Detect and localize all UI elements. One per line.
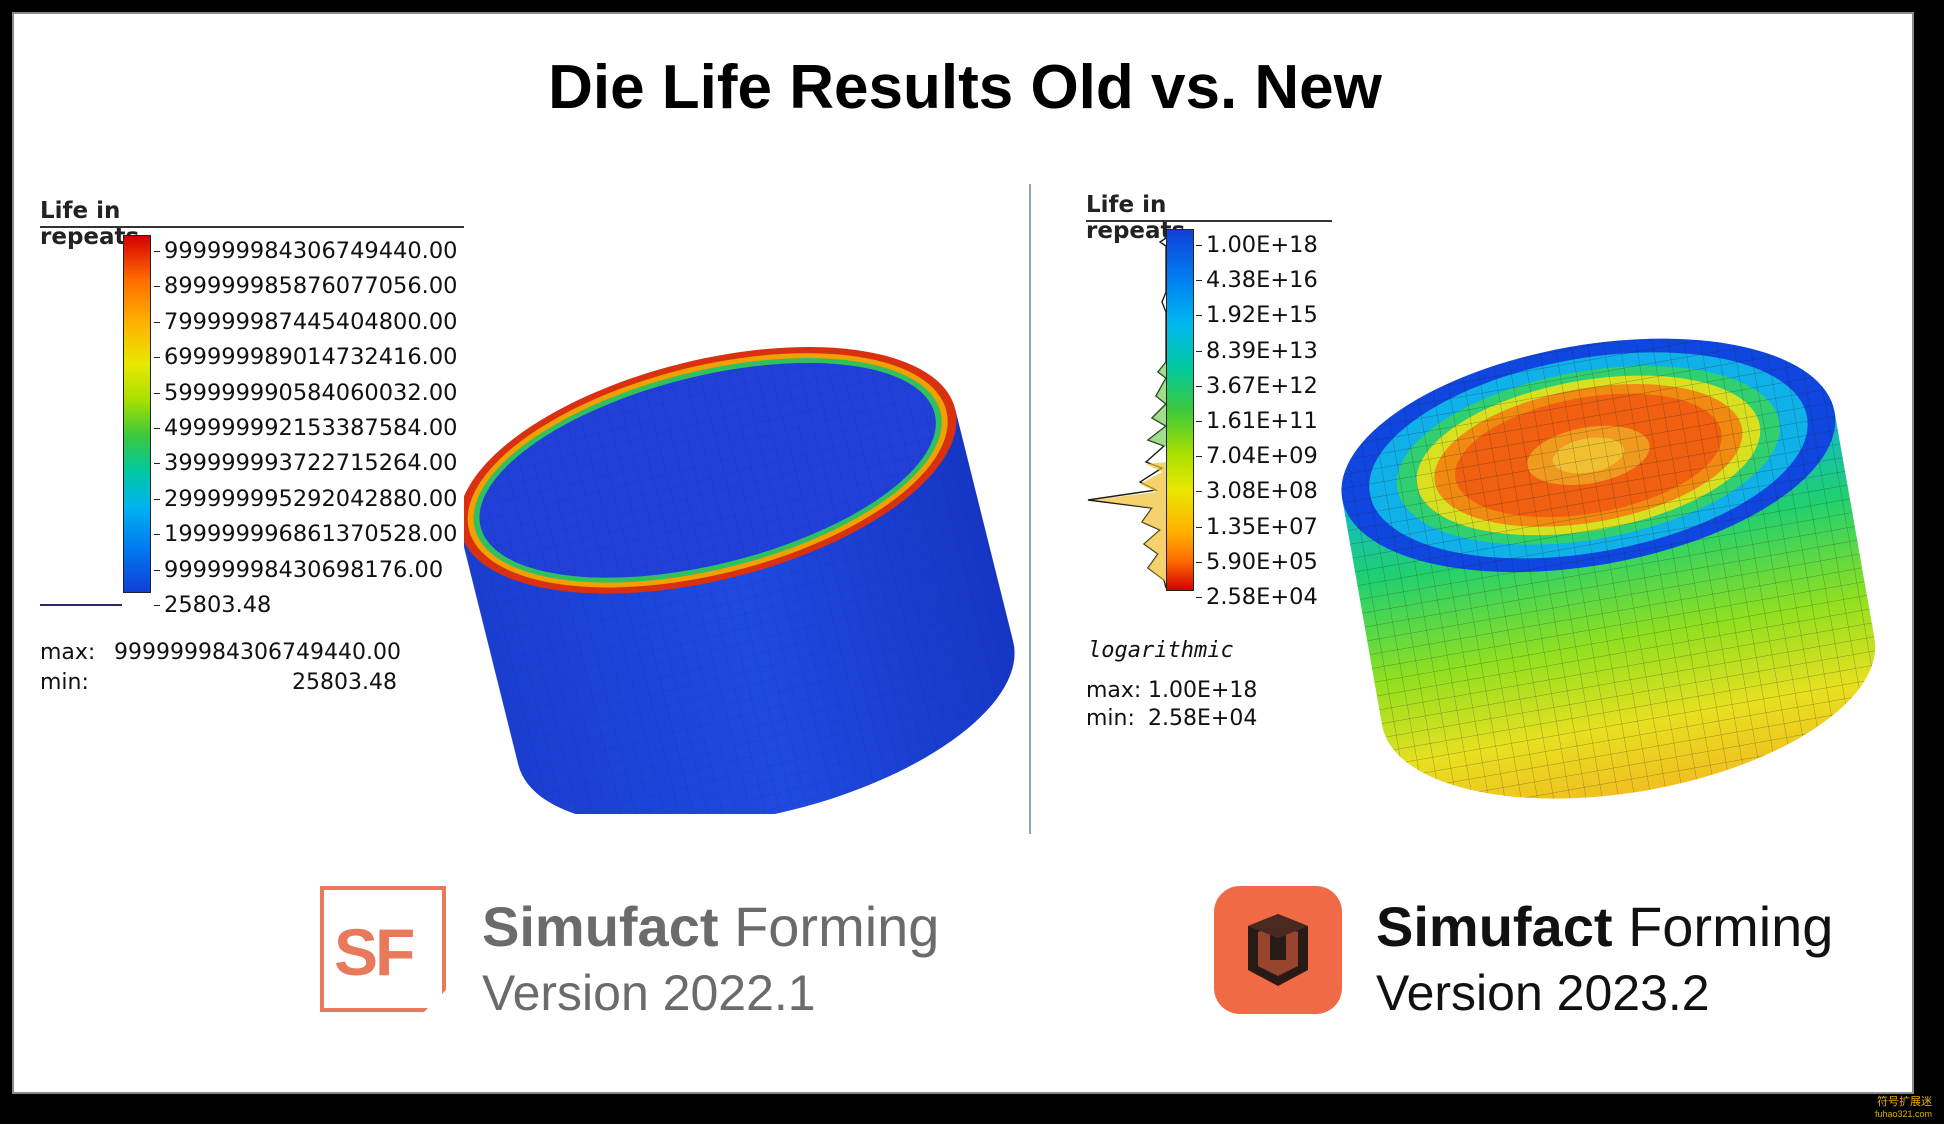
left-tick-label: 499999992153387584.00 <box>153 415 458 441</box>
slide: Die Life Results Old vs. New Life in rep… <box>12 12 1914 1094</box>
left-tick-label: 599999990584060032.00 <box>153 379 458 406</box>
right-tick-label: 2.58E+04 <box>1196 584 1318 610</box>
watermark: 符号扩展迷 fuhao321.com <box>1874 1096 1932 1119</box>
brand-old-version: Version 2022.1 <box>482 965 816 1021</box>
right-tick-label: 3.08E+08 <box>1196 478 1318 505</box>
simufact-cube-logo-icon <box>1214 886 1342 1014</box>
right-histogram <box>1087 237 1168 589</box>
left-histogram <box>40 604 122 606</box>
slide-title: Die Life Results Old vs. New <box>548 53 1382 122</box>
left-color-scale <box>123 235 151 593</box>
right-scale-note: logarithmic <box>1088 638 1234 663</box>
right-tick-label: 1.00E+18 <box>1196 232 1318 258</box>
left-tick-label: 799999987445404800.00 <box>153 308 458 335</box>
panel-divider <box>1029 184 1031 834</box>
right-die-model <box>1341 338 1876 799</box>
left-tick-label: 299999995292042880.00 <box>153 485 458 512</box>
left-max-label: max: <box>40 640 96 665</box>
right-tick-label: 1.35E+07 <box>1196 513 1318 540</box>
brand-new-name: Simufact Forming <box>1376 895 1834 958</box>
left-tick-label: 999999984306749440.00 <box>153 238 458 264</box>
left-min-label: min: <box>40 670 89 695</box>
sf-logo-icon: SF <box>320 886 446 1012</box>
left-tick-label: 25803.48 <box>153 592 272 618</box>
right-legend-rule <box>1086 220 1332 222</box>
right-max-value: 1.00E+18 <box>1148 678 1258 703</box>
right-tick-label: 3.67E+12 <box>1196 372 1318 399</box>
right-tick-label: 7.04E+09 <box>1196 443 1318 470</box>
left-max-value: 999999984306749440.00 <box>114 640 401 665</box>
right-tick-label: 4.38E+16 <box>1196 267 1318 294</box>
left-tick-label: 199999996861370528.00 <box>153 521 458 548</box>
left-tick-label: 699999989014732416.00 <box>153 344 458 371</box>
brand-new-version: Version 2023.2 <box>1376 965 1710 1021</box>
right-tick-label: 1.61E+11 <box>1196 408 1318 434</box>
left-min-value: 25803.48 <box>292 670 397 695</box>
right-tick-label: 5.90E+05 <box>1196 548 1318 575</box>
right-min-label: min: <box>1086 706 1135 731</box>
left-tick-label: 99999998430698176.00 <box>153 556 444 583</box>
right-tick-label: 8.39E+13 <box>1196 337 1318 364</box>
right-color-scale <box>1166 229 1194 591</box>
left-tick-label: 899999985876077056.00 <box>153 273 458 300</box>
left-tick-label: 399999993722715264.00 <box>153 450 458 477</box>
left-legend-title: Life in repeats <box>40 198 140 250</box>
brand-old-name: Simufact Forming <box>482 895 940 958</box>
left-die-model <box>464 347 1015 814</box>
left-legend-rule <box>40 226 464 228</box>
right-tick-label: 1.92E+15 <box>1196 302 1318 329</box>
right-min-value: 2.58E+04 <box>1148 706 1258 731</box>
right-max-label: max: <box>1086 678 1142 703</box>
